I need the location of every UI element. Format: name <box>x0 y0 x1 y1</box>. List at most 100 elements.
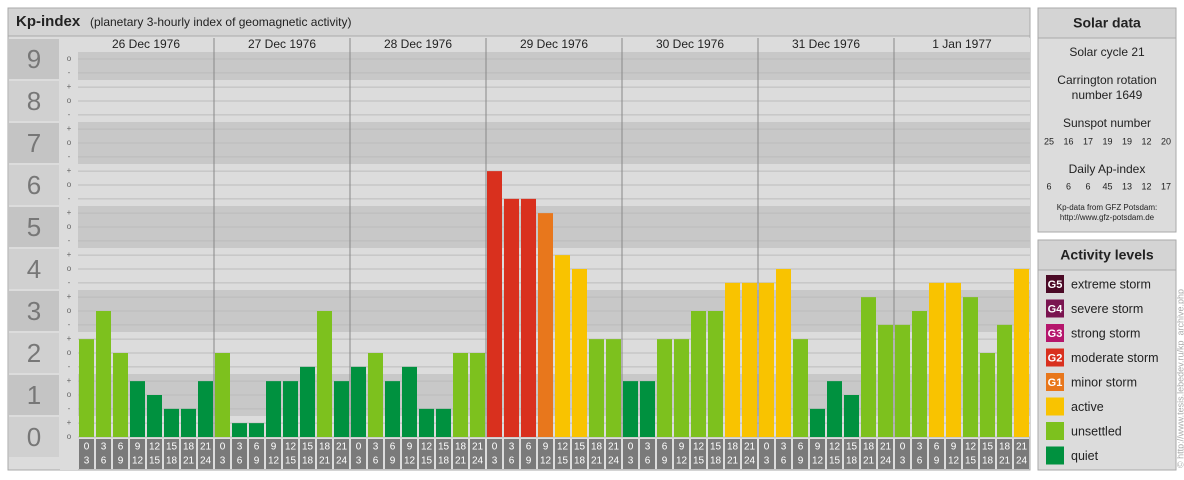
hour-label: 3 <box>645 442 651 453</box>
hour-box <box>606 439 621 469</box>
date-label: 30 Dec 1976 <box>656 37 724 51</box>
bar <box>453 353 468 437</box>
bar <box>419 408 434 437</box>
minor-tick-label: o <box>67 138 72 147</box>
hour-label: 9 <box>118 456 124 467</box>
hour-box <box>1014 439 1029 469</box>
hour-box <box>147 439 162 469</box>
hour-label: 24 <box>744 456 756 467</box>
bar <box>385 381 400 437</box>
hour-label: 21 <box>608 442 620 453</box>
hour-label: 18 <box>183 442 195 453</box>
sunspot-value: 17 <box>1083 136 1093 146</box>
sunspot-value: 19 <box>1102 136 1112 146</box>
hour-label: 6 <box>917 456 923 467</box>
legend-title-bar <box>1037 239 1177 271</box>
bar <box>963 297 978 437</box>
hour-label: 3 <box>237 442 243 453</box>
hour-label: 6 <box>373 456 379 467</box>
hour-box <box>249 439 264 469</box>
minor-tick-label: o <box>67 432 72 441</box>
legend-swatch <box>1046 324 1064 342</box>
hour-label: 12 <box>557 442 569 453</box>
bar <box>232 423 247 437</box>
minor-tick-label: + <box>67 250 72 259</box>
y-tick-label: 5 <box>27 212 41 242</box>
minor-tick-label: + <box>67 418 72 427</box>
bar <box>147 395 162 437</box>
bar <box>776 269 791 437</box>
hour-label: 15 <box>846 442 858 453</box>
hour-label: 12 <box>132 456 144 467</box>
ap-value: 12 <box>1141 181 1151 191</box>
date-label: 1 Jan 1977 <box>932 37 992 51</box>
legend-code: G4 <box>1048 303 1064 315</box>
hour-label: 15 <box>302 442 314 453</box>
bar <box>521 198 536 437</box>
hour-box <box>521 439 536 469</box>
legend-code: G1 <box>1048 377 1063 389</box>
hour-label: 9 <box>679 442 685 453</box>
hour-label: 18 <box>999 442 1011 453</box>
bar <box>674 339 689 437</box>
sunspot-value: 16 <box>1063 136 1073 146</box>
legend-label: strong storm <box>1071 326 1140 340</box>
minor-tick-label: o <box>67 54 72 63</box>
hour-label: 12 <box>285 442 297 453</box>
hour-box <box>402 439 417 469</box>
hour-box <box>929 439 944 469</box>
hour-label: 18 <box>846 456 858 467</box>
minor-tick-label: - <box>68 152 71 161</box>
date-header <box>78 38 214 52</box>
hour-label: 0 <box>492 442 498 453</box>
hour-box <box>623 439 638 469</box>
hour-box <box>708 439 723 469</box>
minor-tick-label: o <box>67 96 72 105</box>
bar <box>249 423 264 437</box>
minor-tick-label: o <box>67 390 72 399</box>
bar <box>436 408 451 437</box>
hour-label: 12 <box>829 442 841 453</box>
hour-label: 21 <box>727 456 739 467</box>
hour-box <box>300 439 315 469</box>
hour-label: 6 <box>934 442 940 453</box>
hour-label: 21 <box>999 456 1011 467</box>
hour-box <box>198 439 213 469</box>
date-label: 29 Dec 1976 <box>520 37 588 51</box>
hour-label: 18 <box>982 456 994 467</box>
hour-box <box>266 439 281 469</box>
hour-box <box>283 439 298 469</box>
minor-column <box>60 38 78 470</box>
sunspot-value: 19 <box>1122 136 1132 146</box>
bar <box>929 282 944 437</box>
hour-label: 0 <box>356 442 362 453</box>
carrington: Carrington rotation <box>1057 73 1156 87</box>
legend-label: unsettled <box>1071 424 1122 438</box>
hour-box <box>742 439 757 469</box>
date-header <box>214 38 350 52</box>
minor-tick-label: - <box>68 68 71 77</box>
hour-label: 9 <box>407 442 413 453</box>
carrington: number 1649 <box>1072 88 1143 102</box>
hour-box <box>538 439 553 469</box>
hour-label: 24 <box>336 456 348 467</box>
hour-label: 12 <box>421 442 433 453</box>
y-tick-box <box>9 123 59 163</box>
hour-label: 21 <box>1016 442 1028 453</box>
hour-box <box>691 439 706 469</box>
minor-tick-label: - <box>68 236 71 245</box>
legend-label: moderate storm <box>1071 351 1159 365</box>
bar <box>623 381 638 437</box>
hour-box <box>946 439 961 469</box>
hour-label: 9 <box>526 456 532 467</box>
bar <box>759 282 774 437</box>
bar <box>640 381 655 437</box>
date-header <box>758 38 894 52</box>
bar <box>164 408 179 437</box>
bar <box>861 297 876 437</box>
hour-label: 6 <box>645 456 651 467</box>
legend-swatch <box>1046 446 1064 465</box>
bar <box>912 311 927 437</box>
hour-label: 12 <box>676 456 688 467</box>
